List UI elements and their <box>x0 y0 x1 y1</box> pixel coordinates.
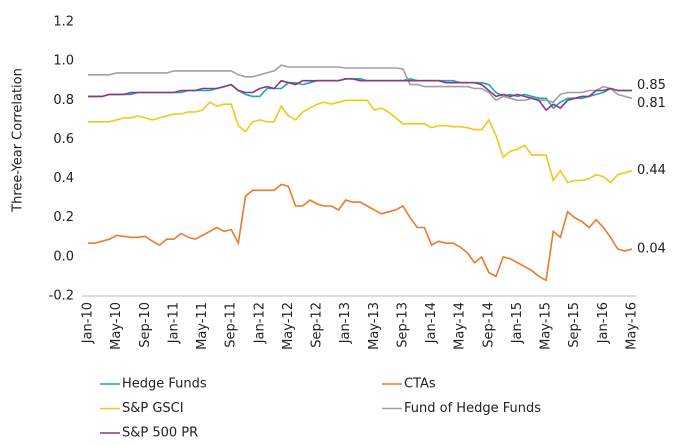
x-tick-label: Sep-15 <box>567 302 582 348</box>
x-tick-label: Jan-11 <box>166 302 181 344</box>
series-line <box>88 183 633 282</box>
y-tick-label: 1.2 <box>53 15 74 30</box>
end-label: 0.81 <box>637 96 666 111</box>
x-tick-label: May-10 <box>109 302 124 350</box>
x-tick-label: Sep-10 <box>138 302 153 348</box>
x-tick-label: Sep-12 <box>310 302 325 348</box>
y-tick-label: 0.6 <box>53 132 74 147</box>
legend-label: Fund of Hedge Funds <box>404 401 541 416</box>
x-tick-label: Jan-14 <box>424 302 439 344</box>
legend-label: S&P GSCI <box>122 401 184 416</box>
y-tick-label: 0.8 <box>53 93 74 108</box>
x-tick-label: Sep-11 <box>224 302 239 348</box>
x-tick-label: May-15 <box>539 302 554 350</box>
x-tick-label: May-11 <box>195 302 210 350</box>
legend-label: CTAs <box>404 377 436 392</box>
end-label: 0.85 <box>637 78 666 93</box>
series-line <box>88 77 632 110</box>
y-tick-label: 0.4 <box>53 171 74 186</box>
legend-label: Hedge Funds <box>122 377 207 392</box>
x-tick-label: Jan-10 <box>81 302 96 344</box>
x-tick-label: May-14 <box>453 302 468 350</box>
end-label: 0.04 <box>637 242 666 257</box>
legend-label: S&P 500 PR <box>122 426 198 441</box>
x-tick-label: Sep-14 <box>481 302 496 348</box>
x-tick-label: May-13 <box>367 302 382 350</box>
x-tick-label: Jan-12 <box>252 302 267 344</box>
y-tick-label: 1.0 <box>53 54 74 69</box>
series-line <box>88 99 633 184</box>
y-tick-label: -0.2 <box>49 289 74 304</box>
x-tick-label: May-16 <box>625 302 640 350</box>
x-tick-label: Jan-13 <box>338 302 353 344</box>
y-tick-label: 0.0 <box>53 249 74 264</box>
y-axis-title: Three-Year Correlation <box>11 68 26 213</box>
x-tick-label: Jan-15 <box>510 302 525 344</box>
end-label: 0.44 <box>637 163 666 178</box>
x-tick-label: Sep-13 <box>395 302 410 348</box>
series-line <box>88 64 633 104</box>
x-tick-label: May-12 <box>281 302 296 350</box>
y-tick-label: 0.2 <box>53 210 74 225</box>
x-tick-label: Jan-16 <box>596 302 611 344</box>
series-line <box>88 78 632 112</box>
